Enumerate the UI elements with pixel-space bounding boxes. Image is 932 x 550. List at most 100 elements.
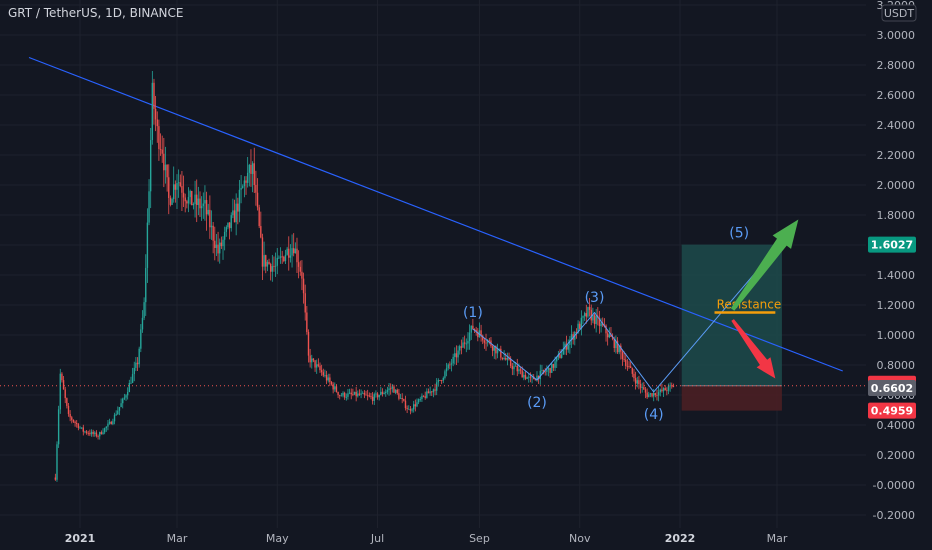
candle-body <box>421 395 423 399</box>
candle-body <box>299 266 301 272</box>
stop-arrow-down-shape <box>731 319 776 379</box>
candle-body <box>242 186 244 188</box>
candle-body <box>579 323 581 329</box>
candle-body <box>214 240 216 249</box>
candle-body <box>71 417 73 420</box>
candle-body <box>62 380 65 390</box>
candle-body <box>468 332 471 342</box>
candle-body <box>105 426 108 429</box>
candle-body <box>470 325 472 333</box>
candle-body <box>146 222 149 268</box>
candle-body <box>590 309 592 321</box>
candle-body <box>472 325 474 330</box>
candle-body <box>615 340 617 349</box>
candle-body <box>131 374 134 383</box>
candle-body <box>408 408 410 410</box>
candle-body <box>485 342 487 344</box>
candle-body <box>509 359 512 366</box>
candle-body <box>130 382 132 384</box>
wave-label-3: (3) <box>585 290 605 306</box>
candle-body <box>337 391 339 396</box>
candle-body <box>174 184 177 190</box>
candle-body <box>217 244 219 254</box>
candle-body <box>194 194 196 204</box>
candle-body <box>169 197 172 205</box>
candle-body <box>419 398 421 400</box>
candle-body <box>113 414 116 422</box>
y-axis-tick-label: 0.2000 <box>877 449 916 462</box>
candle-body <box>511 365 514 370</box>
candle-body <box>462 342 464 348</box>
candle-body <box>159 149 162 150</box>
y-axis-tick-label: 2.4000 <box>877 119 916 132</box>
y-axis-tick-label: 0.8000 <box>877 359 916 372</box>
candle-body <box>343 392 346 398</box>
candle-body <box>235 203 237 223</box>
candle-body <box>440 380 443 382</box>
candle-body <box>412 404 415 410</box>
candle-body <box>613 338 615 349</box>
candle-body <box>587 307 589 317</box>
currency-box <box>881 4 917 22</box>
candle-body <box>79 427 81 429</box>
candle-body <box>319 365 321 371</box>
candle-body <box>444 371 446 378</box>
candle-body <box>133 367 135 375</box>
candle-body <box>192 203 195 206</box>
candle-body <box>274 265 277 267</box>
wave-label-1: (1) <box>463 305 483 321</box>
candle-body <box>320 370 323 373</box>
candle-body <box>268 261 270 265</box>
candle-body <box>243 180 246 187</box>
candle-body <box>460 346 463 348</box>
candle-body <box>260 226 262 238</box>
candle-body <box>629 366 632 368</box>
candle-body <box>145 267 147 303</box>
candle-body <box>365 394 367 396</box>
candle-body <box>126 392 129 396</box>
candle-body <box>634 378 637 384</box>
y-axis-tick-label: 1.0000 <box>877 329 916 342</box>
candle-body <box>562 349 564 355</box>
candle-body <box>233 210 236 223</box>
candle-body <box>370 396 372 397</box>
x-axis-tick-label: 2022 <box>665 532 696 545</box>
candle-body <box>205 200 208 215</box>
candle-body <box>271 266 274 272</box>
candle-body <box>118 407 121 411</box>
candle-body <box>585 313 588 317</box>
candle-body <box>383 393 385 395</box>
candle-body <box>358 393 361 395</box>
candle-body <box>513 366 515 370</box>
candle-body <box>575 332 578 333</box>
candle-body <box>110 421 112 425</box>
candle-body <box>376 393 379 398</box>
candle-body <box>416 402 418 407</box>
candle-body <box>191 190 193 206</box>
candle-body <box>199 198 201 209</box>
candle-body <box>66 398 68 406</box>
candle-body <box>583 313 586 317</box>
candle-body <box>388 388 390 391</box>
candle-body <box>465 343 468 345</box>
candle-body <box>541 370 543 371</box>
y-axis-tick-label: -0.0000 <box>873 479 915 492</box>
candle-body <box>342 392 344 396</box>
candle-body <box>557 354 560 358</box>
candle-body <box>638 380 640 385</box>
candle-body <box>154 108 157 120</box>
candle-body <box>95 432 98 437</box>
candle-body <box>357 393 359 397</box>
candle-body <box>626 365 629 367</box>
candle-body <box>656 395 658 396</box>
candle-body <box>156 119 158 127</box>
candle-body <box>172 184 175 200</box>
candle-body <box>312 358 315 361</box>
candle-body <box>396 389 398 394</box>
candle-body <box>240 187 242 190</box>
candle-body <box>366 395 369 397</box>
candle-body <box>662 388 665 392</box>
candle-body <box>196 194 198 205</box>
candle-body <box>100 432 103 435</box>
